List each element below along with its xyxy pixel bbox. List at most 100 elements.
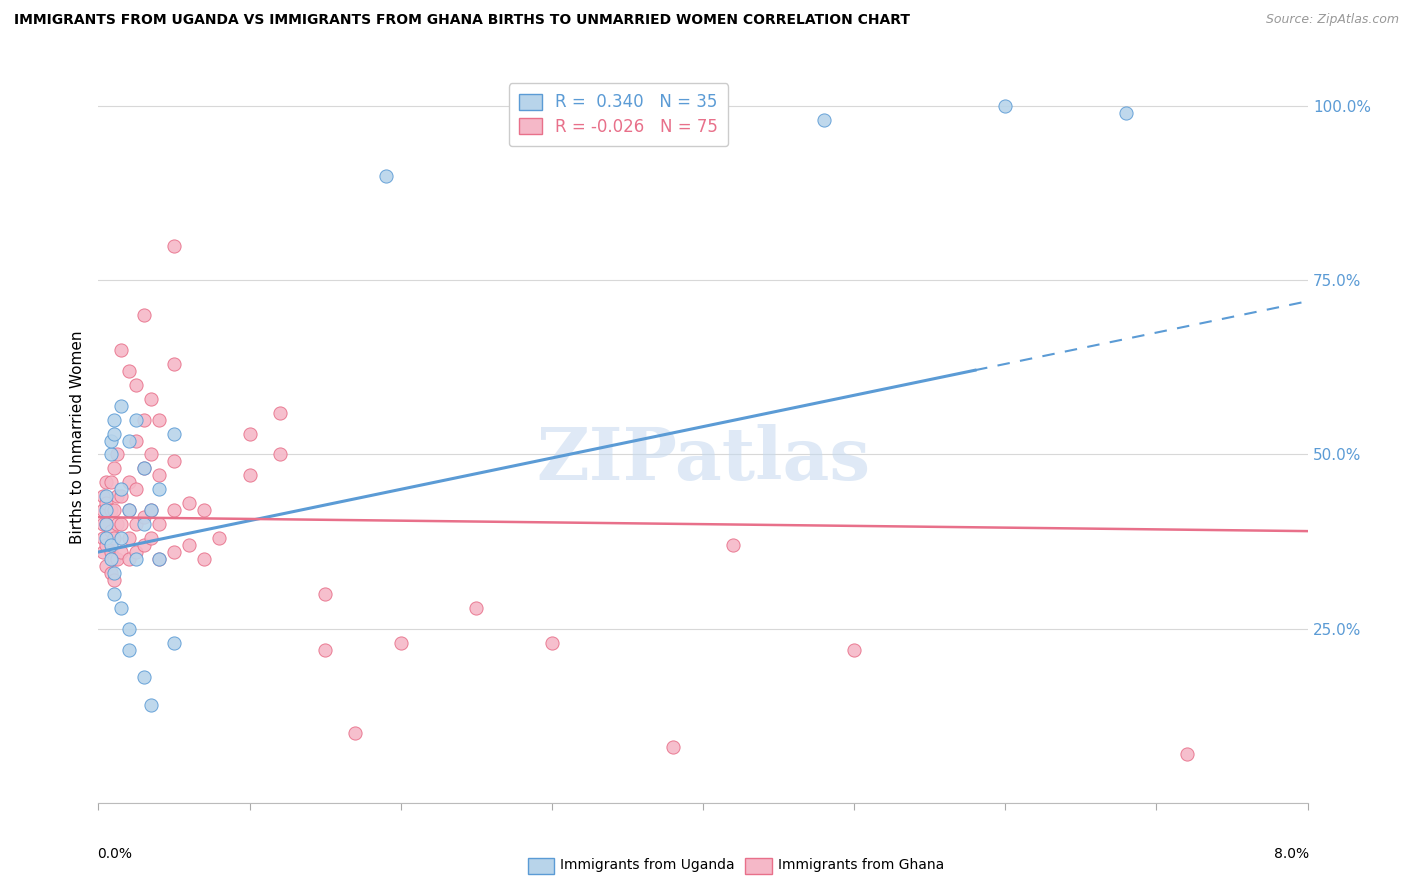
Y-axis label: Births to Unmarried Women: Births to Unmarried Women [70, 330, 86, 544]
Point [662, 740, 685, 755]
Point [94, 496, 117, 510]
Point [94, 503, 117, 517]
Point [103, 531, 125, 545]
Point [91, 531, 114, 545]
Point [110, 600, 132, 615]
Point [118, 364, 141, 378]
Point [132, 517, 155, 532]
Point [100, 545, 122, 559]
Point [1175, 747, 1198, 761]
Point [105, 448, 128, 462]
Point [125, 412, 148, 426]
Point [91, 489, 114, 503]
Point [100, 448, 122, 462]
Point [110, 399, 132, 413]
Point [125, 377, 148, 392]
Point [314, 587, 336, 601]
Point [103, 426, 125, 441]
Point [374, 169, 396, 183]
Point [103, 503, 125, 517]
Point [541, 635, 564, 649]
Point [100, 538, 122, 552]
Point [1115, 106, 1137, 120]
Point [163, 238, 186, 252]
Point [163, 635, 186, 649]
Point [141, 698, 163, 713]
Point [193, 552, 215, 566]
Point [100, 524, 122, 538]
Point [100, 475, 122, 490]
Point [148, 552, 170, 566]
Point [844, 642, 866, 657]
Point [148, 483, 170, 497]
Point [314, 642, 336, 657]
Point [723, 538, 745, 552]
Point [465, 600, 488, 615]
Point [110, 531, 132, 545]
Point [110, 489, 132, 503]
FancyBboxPatch shape [745, 858, 772, 874]
Point [141, 392, 163, 406]
Text: Immigrants from Ghana: Immigrants from Ghana [778, 858, 945, 872]
Point [148, 412, 170, 426]
Point [125, 545, 148, 559]
Point [132, 412, 155, 426]
FancyBboxPatch shape [527, 858, 554, 874]
Point [91, 503, 114, 517]
Text: 0.0%: 0.0% [97, 847, 132, 861]
Point [994, 99, 1017, 113]
Point [141, 503, 163, 517]
Point [125, 483, 148, 497]
Point [94, 475, 117, 490]
Point [118, 503, 141, 517]
Point [94, 517, 117, 532]
Point [163, 545, 186, 559]
Point [132, 461, 155, 475]
Point [193, 503, 215, 517]
Point [269, 406, 291, 420]
Point [94, 558, 117, 573]
Point [100, 552, 122, 566]
Point [94, 531, 117, 545]
Point [208, 531, 231, 545]
Point [103, 461, 125, 475]
Point [105, 517, 128, 532]
Point [813, 113, 835, 128]
Point [141, 448, 163, 462]
Point [269, 448, 291, 462]
Point [118, 503, 141, 517]
Point [110, 483, 132, 497]
Point [148, 552, 170, 566]
Point [100, 503, 122, 517]
Point [132, 461, 155, 475]
Point [132, 510, 155, 524]
Text: 8.0%: 8.0% [1274, 847, 1309, 861]
Point [148, 468, 170, 483]
Text: Immigrants from Uganda: Immigrants from Uganda [561, 858, 735, 872]
Point [94, 538, 117, 552]
Point [118, 642, 141, 657]
Point [179, 538, 201, 552]
Point [94, 489, 117, 503]
Text: IMMIGRANTS FROM UGANDA VS IMMIGRANTS FROM GHANA BIRTHS TO UNMARRIED WOMEN CORREL: IMMIGRANTS FROM UGANDA VS IMMIGRANTS FRO… [14, 13, 910, 28]
Point [118, 552, 141, 566]
Point [148, 517, 170, 532]
Point [118, 434, 141, 448]
Point [103, 552, 125, 566]
Point [163, 426, 186, 441]
Point [163, 454, 186, 468]
Point [110, 545, 132, 559]
Point [105, 489, 128, 503]
Point [110, 343, 132, 357]
Point [132, 538, 155, 552]
Text: Source: ZipAtlas.com: Source: ZipAtlas.com [1265, 13, 1399, 27]
Point [239, 468, 262, 483]
Point [94, 517, 117, 532]
Point [163, 503, 186, 517]
Point [103, 412, 125, 426]
Point [118, 622, 141, 636]
Point [125, 434, 148, 448]
Point [100, 566, 122, 580]
Point [91, 545, 114, 559]
Legend: R =  0.340   N = 35, R = -0.026   N = 75: R = 0.340 N = 35, R = -0.026 N = 75 [509, 83, 728, 146]
